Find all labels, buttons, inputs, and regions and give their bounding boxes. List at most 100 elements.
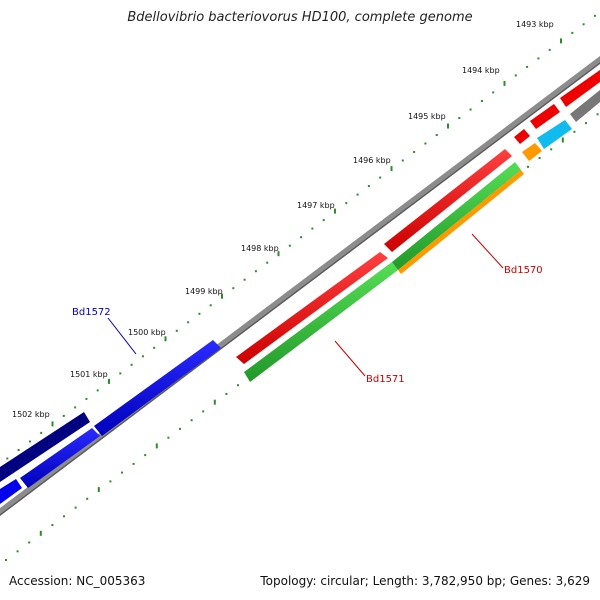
accession-text: Accession: NC_005363 [9,574,146,588]
minor-tick [5,559,7,561]
minor-tick [40,431,43,434]
minor-tick [202,410,205,413]
minor-tick [480,100,483,102]
major-tick [561,137,564,143]
major-tick [164,336,167,342]
minor-tick [254,270,257,273]
minor-tick [538,157,541,159]
major-tick [334,208,336,214]
minor-tick [179,427,181,430]
minor-tick [288,244,291,247]
genes [0,70,600,504]
minor-tick [96,389,99,392]
tick-label: 1502 kbp [12,410,50,419]
minor-tick [209,304,212,307]
gene-orange-2[interactable] [522,143,542,161]
gene-label-bd1571[interactable]: Bd1571 [366,374,405,385]
map-title: Bdellovibrio bacteriovorus HD100, comple… [127,10,473,25]
minor-tick [121,471,123,474]
gene-green-2[interactable] [392,162,521,270]
major-tick [390,166,393,172]
minor-tick [190,419,193,422]
major-tick [277,251,280,257]
minor-tick [51,524,54,526]
gene-blue-3[interactable] [0,479,22,504]
major-tick [97,487,100,493]
major-tick [213,399,216,405]
major-tick [221,293,223,299]
minor-tick [187,321,190,324]
minor-tick [86,497,89,500]
major-tick [51,421,54,427]
minor-tick [548,48,551,51]
minor-tick [435,134,438,136]
tick-label: 1498 kbp [241,244,279,253]
minor-tick [401,159,404,162]
minor-tick [141,355,144,358]
minor-tick [300,236,303,239]
minor-tick [153,346,156,349]
minor-tick [175,329,178,332]
tick-label: 1494 kbp [462,66,500,75]
minor-tick [413,151,416,153]
minor-tick [167,436,170,439]
gene-gray[interactable] [570,90,600,122]
gene-labels: Bd1572 Bd1570 Bd1571 [72,233,543,385]
minor-tick [232,287,235,290]
minor-tick [537,57,540,60]
gene-label-bd1570[interactable]: Bd1570 [504,265,543,276]
minor-tick [243,278,246,281]
minor-tick [28,440,31,443]
tick-label: 1495 kbp [408,112,446,121]
major-tick [108,378,110,384]
minor-tick [593,14,596,17]
minor-tick [130,363,133,366]
minor-tick [28,541,31,544]
leader-line-bd1572 [107,317,137,355]
major-tick [503,80,506,86]
minor-tick [526,65,529,68]
minor-tick [119,372,122,375]
minor-tick [16,550,19,553]
tick-label: 1501 kbp [70,370,108,379]
tick-label: 1500 kbp [128,328,166,337]
minor-tick [345,202,348,205]
minor-tick [492,91,495,94]
gene-red-small-1[interactable] [514,129,530,144]
gene-blue-2[interactable] [20,428,100,488]
gene-red-upper-2[interactable] [384,149,512,252]
gene-label-bd1572[interactable]: Bd1572 [72,307,111,318]
minor-tick [356,193,359,196]
minor-tick [132,462,135,465]
outer-tick-dots [6,14,596,460]
minor-tick [85,397,88,400]
minor-tick [596,113,599,116]
minor-tick [6,457,9,460]
gene-blue-1[interactable] [94,340,221,436]
gene-red-small-2[interactable] [530,104,560,129]
major-tick [560,38,562,44]
tick-label: 1496 kbp [353,156,391,165]
leader-line-bd1570 [471,233,504,269]
gene-red-small-3[interactable] [560,70,600,107]
minor-tick [311,227,314,230]
minor-tick [63,515,65,518]
gene-cyan[interactable] [537,120,572,149]
minor-tick [74,406,77,409]
minor-tick [74,506,77,509]
major-tick [155,443,158,449]
minor-tick [198,312,201,315]
minor-tick [573,130,576,133]
leader-line-bd1571 [334,340,366,377]
backbone [0,56,600,516]
major-tick [39,530,42,536]
gene-orange-1[interactable] [398,170,524,274]
genome-summary-text: Topology: circular; Length: 3,782,950 bp… [260,574,590,588]
minor-tick [109,480,112,483]
gene-red-upper-1[interactable] [236,252,388,364]
minor-tick [266,261,269,264]
gene-navy[interactable] [0,412,90,482]
minor-tick [144,454,147,457]
gene-green-1[interactable] [244,262,398,382]
